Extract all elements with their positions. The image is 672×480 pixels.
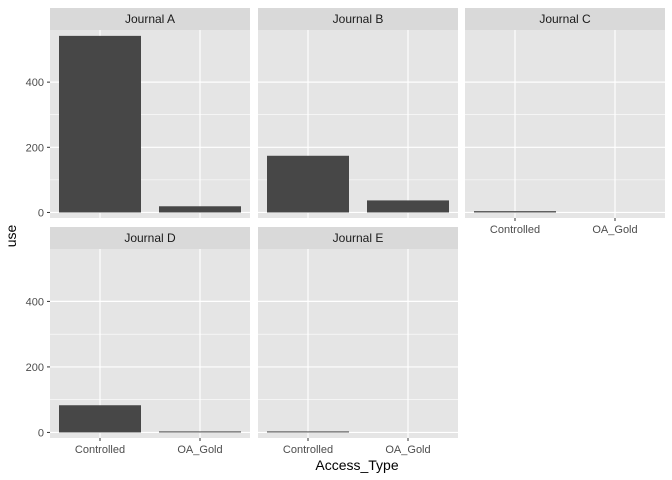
facet-journal-b: Journal B: [258, 8, 458, 218]
y-tick-label: 0: [38, 207, 44, 219]
x-tick-label-controlled: Controlled: [490, 224, 540, 236]
y-axis-title: use: [3, 225, 19, 248]
facet-journal-d: Journal D: [50, 227, 250, 438]
y-tick-label: 400: [26, 296, 44, 308]
facet-strip: [258, 227, 458, 249]
y-tick-label: 0: [38, 427, 44, 439]
facet-strip-label: Journal D: [124, 231, 176, 245]
facet-strip-label: Journal E: [333, 231, 384, 245]
y-axes: 0 200 400 0 200 400: [26, 77, 50, 439]
facet-strip-label: Journal C: [539, 12, 591, 26]
facet-journal-e: Journal E: [258, 227, 458, 438]
y-tick-label: 200: [26, 362, 44, 374]
facet-strip-label: Journal B: [333, 12, 384, 26]
x-axes: Controlled OA_Gold Controlled OA_Gold Contro…: [75, 218, 638, 456]
y-tick-label: 200: [26, 142, 44, 154]
y-tick-label: 400: [26, 77, 44, 89]
facet-panels: Journal A Journal B Journal C Journal D Jour…: [50, 8, 665, 438]
facet-strip: [465, 8, 665, 30]
facet-journal-a: Journal A: [50, 8, 250, 218]
bar-journal-b-oa-gold: [367, 200, 449, 213]
facet-journal-c: Journal C: [465, 8, 665, 218]
facet-strip-label: Journal A: [125, 12, 175, 26]
bar-journal-e-controlled: [267, 431, 349, 433]
bar-journal-a-controlled: [59, 35, 141, 213]
facet-strip: [50, 227, 250, 249]
x-tick-label-controlled: Controlled: [283, 444, 333, 456]
x-tick-label-oa-gold: OA_Gold: [177, 444, 222, 456]
x-tick-label-oa-gold: OA_Gold: [592, 224, 637, 236]
facet-strip: [50, 8, 250, 30]
bar-journal-c-controlled: [474, 211, 556, 213]
bar-journal-d-oa-gold: [159, 431, 241, 433]
bar-journal-b-controlled: [267, 155, 349, 213]
x-axis-title: Access_Type: [315, 457, 398, 473]
facet-strip: [258, 8, 458, 30]
x-tick-label-oa-gold: OA_Gold: [385, 444, 430, 456]
x-tick-label-controlled: Controlled: [75, 444, 125, 456]
bar-journal-a-oa-gold: [159, 206, 241, 213]
panel-background: [465, 30, 665, 218]
bar-journal-d-controlled: [59, 405, 141, 433]
panel-background: [258, 249, 458, 438]
